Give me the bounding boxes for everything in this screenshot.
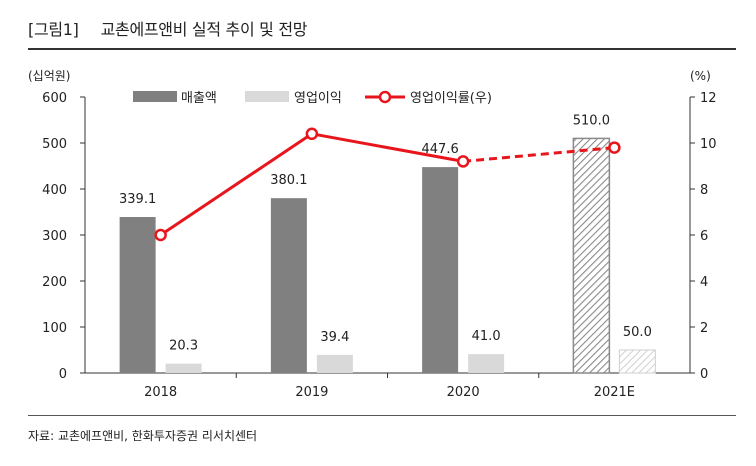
left-axis-unit: (십억원) <box>28 69 70 83</box>
op-income-bar <box>316 354 353 373</box>
x-tick-label: 2019 <box>295 385 328 400</box>
op-margin-point <box>154 228 167 242</box>
revenue-data-label: 447.6 <box>422 142 459 157</box>
op-income-data-label: 41.0 <box>472 329 501 344</box>
title-rule <box>28 48 736 50</box>
op-margin-point <box>608 141 621 154</box>
x-tick-label: 2018 <box>144 385 177 400</box>
right-tick-label: 2 <box>700 321 708 336</box>
left-tick-label: 0 <box>59 367 67 382</box>
op-income-bar <box>468 354 505 373</box>
figure-title: 교촌에프앤비 실적 추이 및 전망 <box>100 20 308 39</box>
source-rule <box>28 415 736 416</box>
revenue-bar <box>119 217 156 373</box>
op-income-bar <box>165 363 202 373</box>
left-tick-label: 500 <box>42 137 67 152</box>
op-income-data-label: 20.3 <box>169 339 198 354</box>
left-tick-label: 400 <box>42 183 67 198</box>
legend-marker-op-margin <box>378 90 392 104</box>
right-tick-label: 4 <box>700 275 708 290</box>
op-income-bar <box>618 349 656 374</box>
right-tick-label: 8 <box>700 183 708 198</box>
left-tick-label: 200 <box>42 275 67 290</box>
op-income-data-label: 50.0 <box>623 325 652 340</box>
legend-label-revenue: 매출액 <box>181 91 217 106</box>
right-tick-label: 12 <box>700 91 717 106</box>
source-note: 자료: 교촌에프앤비, 한화투자증권 리서치센터 <box>28 429 258 443</box>
op-income-data-label: 39.4 <box>320 330 349 345</box>
legend-label-op-income: 영업이익 <box>294 91 342 106</box>
right-tick-label: 10 <box>700 137 717 152</box>
figure-label: [그림1] <box>28 20 79 39</box>
right-tick-label: 6 <box>700 229 708 244</box>
revenue-data-label: 510.0 <box>573 113 610 128</box>
x-tick-label: 2021E <box>594 385 635 400</box>
revenue-bar <box>270 198 307 373</box>
op-margin-point <box>305 127 319 141</box>
legend-swatch-op-income <box>245 91 289 102</box>
left-tick-label: 300 <box>42 229 67 244</box>
right-axis-unit: (%) <box>690 69 711 83</box>
right-tick-label: 0 <box>700 367 708 382</box>
chart-title: [그림1] 교촌에프앤비 실적 추이 및 전망 <box>28 16 308 40</box>
legend-swatch-revenue <box>133 91 177 102</box>
left-tick-label: 600 <box>42 91 67 106</box>
x-tick-label: 2020 <box>447 385 480 400</box>
revenue-bar <box>422 167 459 373</box>
revenue-data-label: 380.1 <box>270 173 307 188</box>
op-margin-line-segment <box>159 132 313 237</box>
legend-label-op-margin: 영업이익률(우) <box>410 91 492 106</box>
op-margin-line-segment <box>311 132 464 163</box>
revenue-bar <box>572 137 611 374</box>
left-tick-label: 100 <box>42 321 67 336</box>
revenue-data-label: 339.1 <box>119 192 156 207</box>
op-margin-point <box>456 155 470 168</box>
